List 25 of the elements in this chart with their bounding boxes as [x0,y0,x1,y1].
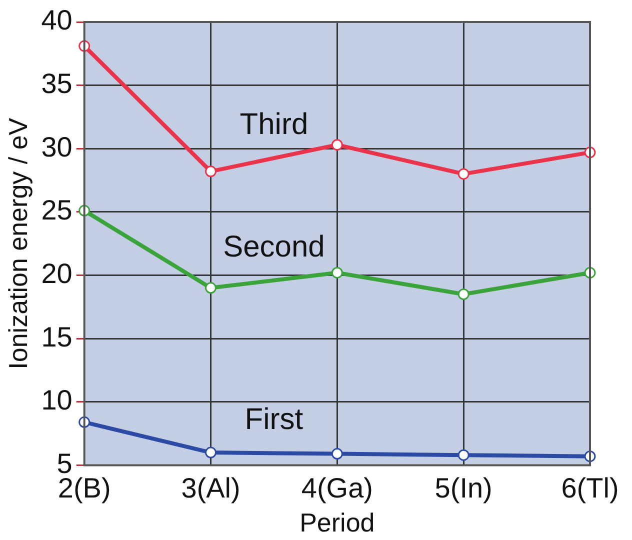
y-tick-label: 30 [41,131,72,162]
y-tick-label: 35 [41,68,72,100]
x-tick-label: 3(Al) [181,472,240,504]
point [331,266,343,278]
point [458,288,470,300]
point [331,448,343,460]
x-tick-label: 4(Ga) [301,472,373,504]
y-tick-label: 15 [41,321,72,352]
point [205,166,217,178]
y-tick-label: 40 [41,4,72,36]
y-axis-title: Ionization energy / eV [2,117,33,370]
x-tick-label: 5(In) [434,472,492,504]
x-tick-label: 6(Tl) [561,472,619,504]
y-tick-label: 20 [41,258,72,289]
point [205,282,217,294]
point [458,168,470,180]
x-axis-title: Period [300,508,375,538]
point [331,139,343,151]
series-label: First [244,403,304,436]
series-label: Third [240,108,308,142]
point [205,446,217,458]
series-label: Second [223,230,325,264]
y-tick-label: 25 [41,194,72,226]
point [458,449,470,461]
y-tick-label: 10 [41,384,72,416]
